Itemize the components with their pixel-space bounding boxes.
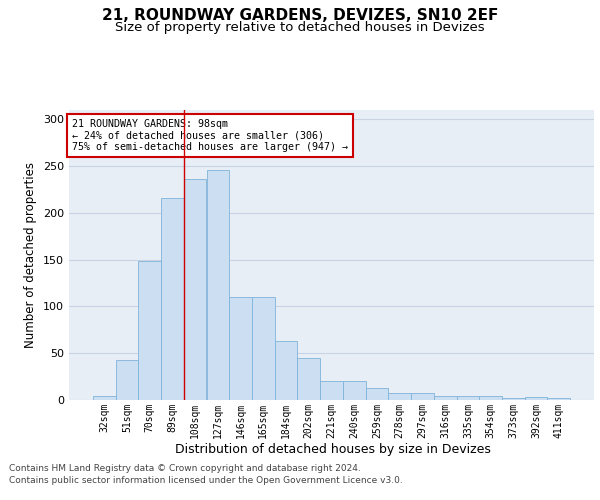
Bar (275, 341, 298, 400)
Text: Contains public sector information licensed under the Open Government Licence v3: Contains public sector information licen… (9, 476, 403, 485)
Bar (252, 297, 275, 400)
Text: Contains HM Land Registry data © Crown copyright and database right 2024.: Contains HM Land Registry data © Crown c… (9, 464, 361, 473)
Bar (388, 392, 411, 400)
Bar (547, 398, 570, 400)
Bar (524, 397, 547, 400)
Bar (365, 388, 388, 400)
Text: Size of property relative to detached houses in Devizes: Size of property relative to detached ho… (115, 21, 485, 34)
Bar (229, 297, 252, 400)
Bar (298, 358, 320, 400)
Bar (343, 382, 365, 400)
Bar (411, 394, 434, 400)
Bar (116, 360, 139, 400)
Text: 21 ROUNDWAY GARDENS: 98sqm
← 24% of detached houses are smaller (306)
75% of sem: 21 ROUNDWAY GARDENS: 98sqm ← 24% of deta… (71, 118, 347, 152)
Bar (93, 396, 116, 400)
Bar (320, 382, 343, 400)
Text: 21, ROUNDWAY GARDENS, DEVIZES, SN10 2EF: 21, ROUNDWAY GARDENS, DEVIZES, SN10 2EF (102, 8, 498, 22)
Bar (479, 396, 502, 400)
Bar (434, 396, 457, 400)
Bar (184, 179, 206, 400)
Text: Distribution of detached houses by size in Devizes: Distribution of detached houses by size … (175, 442, 491, 456)
Bar (502, 398, 524, 400)
Y-axis label: Number of detached properties: Number of detached properties (25, 162, 37, 348)
Bar (139, 260, 161, 400)
Bar (161, 198, 184, 400)
Bar (457, 396, 479, 400)
Bar (206, 170, 229, 400)
